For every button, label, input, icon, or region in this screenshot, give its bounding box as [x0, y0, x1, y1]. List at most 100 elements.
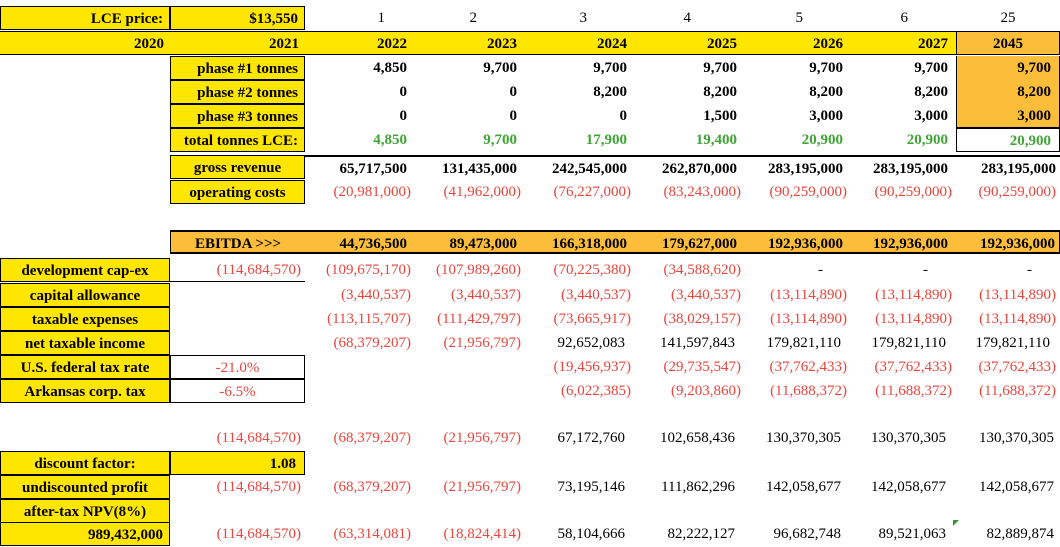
cell[interactable]: 20,900: [956, 128, 1060, 152]
cell[interactable]: -: [818, 262, 823, 278]
cell[interactable]: (3,440,537): [451, 287, 521, 303]
cell[interactable]: (13,114,890): [979, 287, 1056, 303]
cell[interactable]: (20,981,000): [333, 184, 412, 200]
cell[interactable]: 130,370,305: [871, 430, 946, 446]
cell[interactable]: 20,900: [801, 132, 843, 148]
cell[interactable]: 166,318,000: [525, 230, 635, 254]
cell[interactable]: 89,521,063: [878, 526, 947, 542]
cell[interactable]: 142,058,677: [871, 479, 946, 495]
cell[interactable]: 179,821,110: [766, 335, 841, 351]
cell[interactable]: 0: [509, 84, 518, 100]
cell[interactable]: 242,545,000: [525, 155, 635, 179]
cell[interactable]: 130,370,305: [979, 430, 1054, 446]
cell[interactable]: 131,435,000: [415, 155, 525, 179]
cell[interactable]: 67,172,760: [557, 430, 626, 446]
cell[interactable]: (68,379,207): [333, 335, 412, 351]
cell[interactable]: (37,762,433): [978, 359, 1057, 375]
cell[interactable]: (68,379,207): [333, 430, 412, 446]
cell[interactable]: 8,200: [956, 80, 1060, 104]
cell[interactable]: -: [923, 262, 928, 278]
cell[interactable]: 8,200: [809, 84, 843, 100]
cell[interactable]: 0: [399, 108, 408, 124]
cell[interactable]: (114,684,570): [216, 479, 301, 495]
cell[interactable]: (9,203,860): [671, 383, 741, 399]
ark-tax-rate[interactable]: -6.5%: [170, 379, 305, 403]
cell[interactable]: (76,227,000): [553, 184, 632, 200]
cell[interactable]: (41,962,000): [443, 184, 522, 200]
cell[interactable]: (6,022,385): [561, 383, 631, 399]
cell[interactable]: 9,700: [483, 60, 517, 76]
cell[interactable]: (13,114,890): [770, 287, 847, 303]
cell[interactable]: (13,114,890): [875, 311, 952, 327]
cell[interactable]: (38,029,157): [663, 311, 742, 327]
cell[interactable]: 19,400: [695, 132, 737, 148]
cell[interactable]: 9,700: [956, 56, 1060, 80]
cell[interactable]: (29,735,547): [663, 359, 742, 375]
cell[interactable]: 9,700: [483, 132, 517, 148]
cell[interactable]: 0: [509, 108, 518, 124]
cell[interactable]: (13,114,890): [770, 311, 847, 327]
cell[interactable]: (83,243,000): [663, 184, 742, 200]
cell[interactable]: 283,195,000: [851, 155, 956, 179]
cell[interactable]: 9,700: [914, 60, 948, 76]
cell[interactable]: 4,850: [373, 60, 407, 76]
fed-tax-rate[interactable]: -21.0%: [170, 355, 305, 379]
cell[interactable]: 9,700: [809, 60, 843, 76]
cell[interactable]: 102,658,436: [660, 430, 735, 446]
cell[interactable]: 3,000: [956, 104, 1060, 128]
cell[interactable]: (90,259,000): [978, 184, 1057, 200]
cell[interactable]: 0: [619, 108, 628, 124]
npv-value[interactable]: 989,432,000: [0, 522, 170, 546]
cell[interactable]: 192,936,000: [956, 230, 1060, 254]
cell[interactable]: 283,195,000: [956, 155, 1060, 179]
cell[interactable]: 73,195,146: [557, 479, 626, 495]
cell[interactable]: (111,429,797): [437, 311, 521, 327]
cell[interactable]: (18,824,414): [443, 526, 522, 542]
cell[interactable]: (68,379,207): [333, 479, 412, 495]
cell[interactable]: 9,700: [593, 60, 627, 76]
cell[interactable]: 1,500: [703, 108, 737, 124]
cell[interactable]: 8,200: [703, 84, 737, 100]
cell[interactable]: (107,989,260): [436, 262, 521, 278]
cell[interactable]: (90,259,000): [769, 184, 848, 200]
discount-factor-value[interactable]: 1.08: [170, 451, 305, 475]
cell[interactable]: 262,870,000: [635, 155, 745, 179]
cell[interactable]: -: [1027, 262, 1032, 278]
cell[interactable]: 17,900: [585, 132, 627, 148]
cell[interactable]: 8,200: [593, 84, 627, 100]
cell[interactable]: (21,956,797): [443, 479, 522, 495]
cell[interactable]: 179,821,110: [975, 335, 1050, 351]
cell[interactable]: (90,259,000): [874, 184, 953, 200]
cell[interactable]: 111,862,296: [661, 479, 735, 495]
cell[interactable]: 130,370,305: [766, 430, 841, 446]
cell[interactable]: (11,688,372): [770, 383, 847, 399]
cell[interactable]: 141,597,843: [660, 335, 735, 351]
cell[interactable]: (19,456,937): [553, 359, 632, 375]
cell[interactable]: 89,473,000: [415, 230, 525, 254]
cell[interactable]: (3,440,537): [671, 287, 741, 303]
cell[interactable]: (13,114,890): [875, 287, 952, 303]
cell[interactable]: (113,115,707): [327, 311, 411, 327]
cell[interactable]: (63,314,081): [333, 526, 412, 542]
cell[interactable]: 65,717,500: [305, 155, 415, 179]
cell[interactable]: (11,688,372): [979, 383, 1056, 399]
cell[interactable]: 4,850: [373, 132, 407, 148]
cell[interactable]: (21,956,797): [443, 335, 522, 351]
cell[interactable]: (114,684,570): [216, 526, 301, 542]
cell[interactable]: 92,652,083: [557, 335, 626, 351]
cell[interactable]: (34,588,620): [663, 262, 742, 278]
cell[interactable]: (73,665,917): [553, 311, 632, 327]
cell[interactable]: (109,675,170): [326, 262, 411, 278]
cell[interactable]: 44,736,500: [305, 230, 415, 254]
cell[interactable]: 179,627,000: [635, 230, 745, 254]
cell[interactable]: 9,700: [703, 60, 737, 76]
cell[interactable]: (37,762,433): [769, 359, 848, 375]
cell[interactable]: 58,104,666: [557, 526, 626, 542]
cell[interactable]: 96,682,748: [773, 526, 842, 542]
cell[interactable]: (70,225,380): [553, 262, 632, 278]
cell[interactable]: 192,936,000: [745, 230, 851, 254]
cell[interactable]: 192,936,000: [851, 230, 956, 254]
cell[interactable]: (3,440,537): [341, 287, 411, 303]
cell[interactable]: 283,195,000: [745, 155, 851, 179]
cell[interactable]: 0: [399, 84, 408, 100]
